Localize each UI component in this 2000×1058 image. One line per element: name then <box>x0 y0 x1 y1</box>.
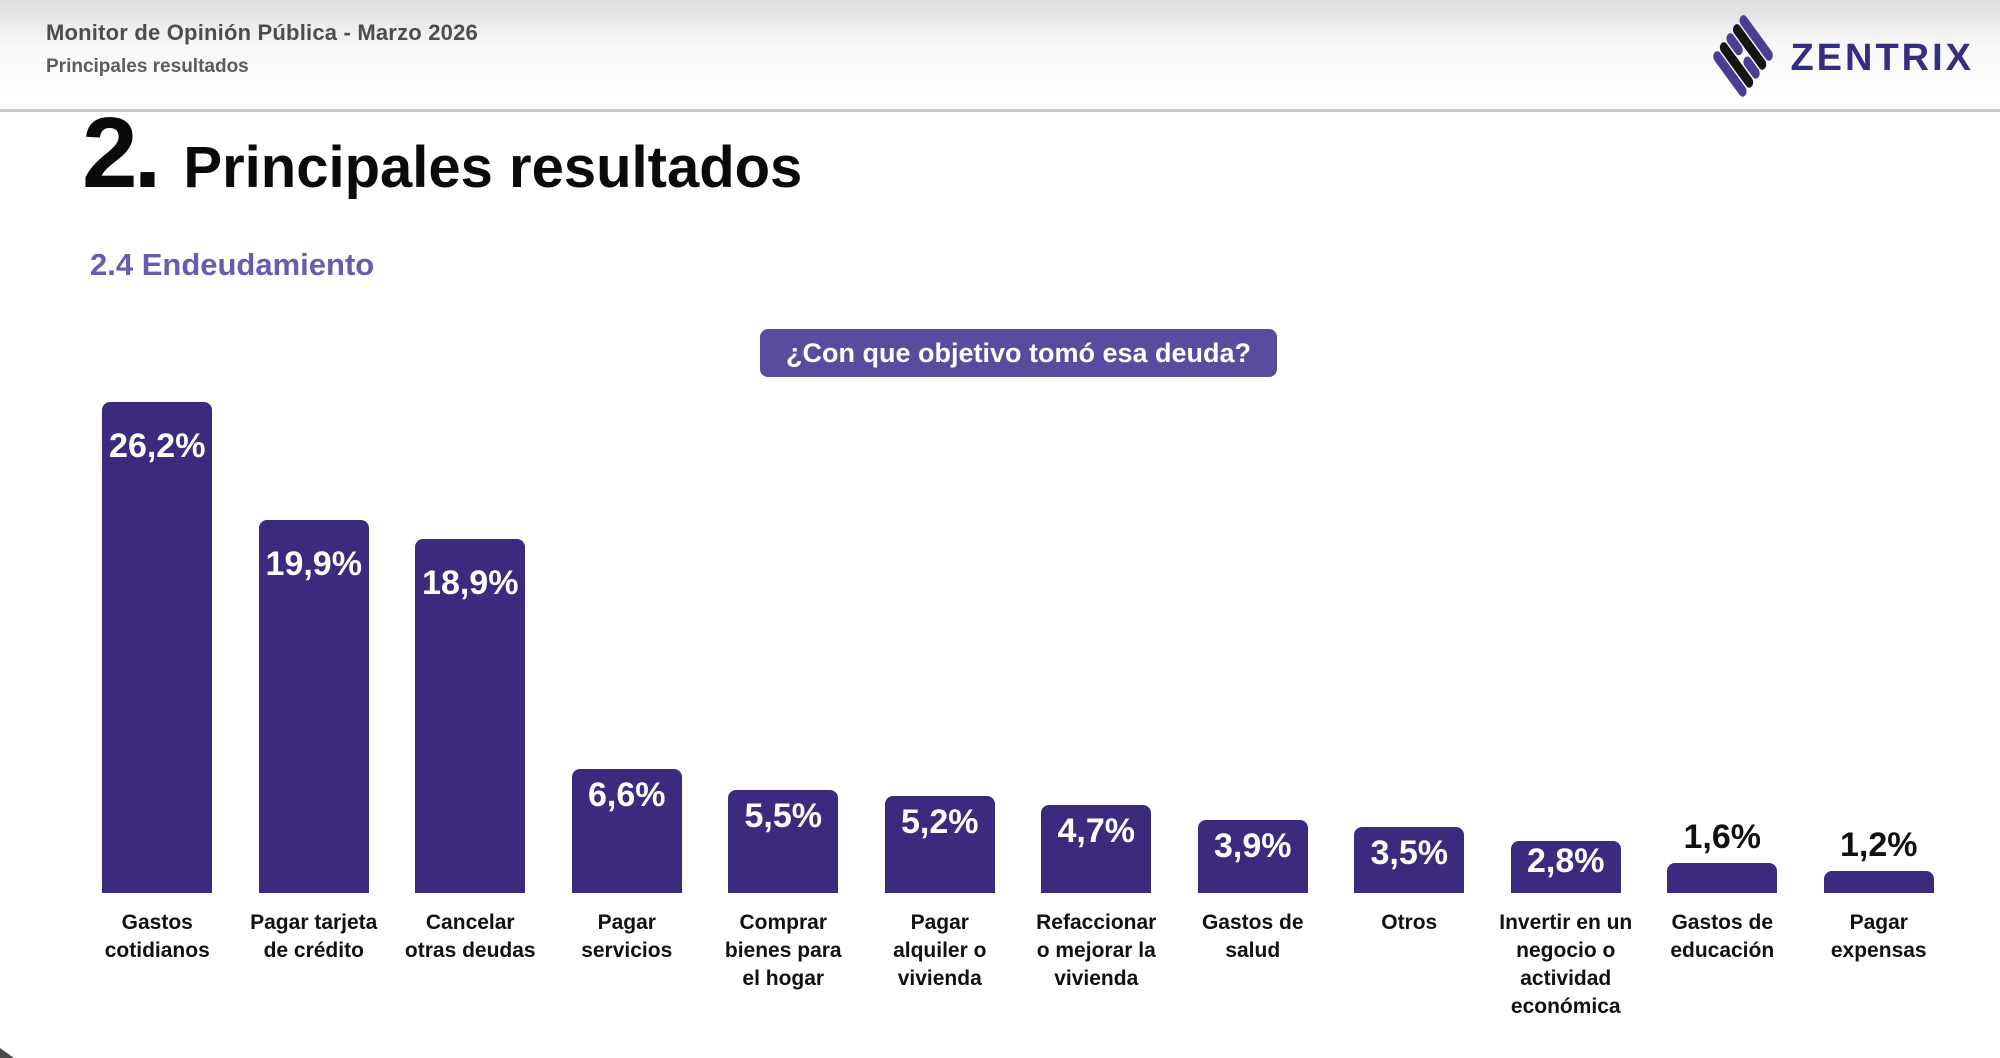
bar-column: 1,2% Pagar expensas <box>1801 402 1958 1021</box>
category-label: Pagar servicios <box>581 911 673 962</box>
zentrix-logo-text: ZENTRIX <box>1790 36 1974 79</box>
bar-column: 26,2% Gastos cotidianos <box>79 402 236 1021</box>
value-label: 5,2% <box>901 803 979 841</box>
category-label: Otros <box>1381 911 1438 934</box>
bar-column: 19,9% Pagar tarjeta de crédito <box>236 402 393 1021</box>
bar-area: 26,2% <box>79 402 236 893</box>
bar: 2,8% <box>1510 841 1621 893</box>
category-label: Cancelar otras deudas <box>404 911 536 962</box>
corner-artifact <box>0 1048 14 1058</box>
zentrix-logo: ZENTRIX <box>1708 6 1974 106</box>
bar-chart: 26,2% Gastos cotidianos 19,9% Pagar tarjeta… <box>79 402 1957 1021</box>
value-label: 1,6% <box>1683 818 1762 856</box>
bar-area: 5,5% <box>705 402 862 893</box>
bar: 26,2% <box>102 402 213 893</box>
category-label: Gastos de salud <box>1201 911 1304 962</box>
bar-area: 5,2% <box>862 402 1019 893</box>
section-title: 2. Principales resultados <box>82 96 802 211</box>
bar: 19,9% <box>258 520 369 893</box>
report-title: Monitor de Opinión Pública - Marzo 2026 <box>46 20 478 45</box>
bar: 18,9% <box>415 539 526 893</box>
value-label: 1,2% <box>1840 826 1918 864</box>
value-label: 5,5% <box>744 797 823 835</box>
bar-column: 6,6% Pagar servicios <box>549 402 706 1021</box>
bar-area: 1,2% <box>1801 402 1958 893</box>
category-label: Refaccionar o mejorar la vivienda <box>1036 911 1157 990</box>
bar-area: 19,9% <box>236 402 393 893</box>
bar-column: 4,7% Refaccionar o mejorar la vivienda <box>1018 402 1175 1021</box>
value-label: 3,9% <box>1214 827 1292 865</box>
bar-area: 18,9% <box>392 402 549 893</box>
category-label: Invertir en un negocio o actividad econó… <box>1499 911 1633 1018</box>
bar-area: 3,5% <box>1331 402 1488 893</box>
bar: 6,6% <box>571 769 682 893</box>
bar: 5,5% <box>728 790 839 893</box>
bar-column: 3,9% Gastos de salud <box>1175 402 1332 1021</box>
bar-area: 6,6% <box>549 402 706 893</box>
bar-column: 5,2% Pagar alquiler o vivienda <box>862 402 1019 1021</box>
report-header: Monitor de Opinión Pública - Marzo 2026 … <box>0 0 2000 112</box>
category-label: Pagar alquiler o vivienda <box>893 911 987 990</box>
bar-area: 4,7% <box>1018 402 1175 893</box>
value-label: 6,6% <box>588 776 666 814</box>
bar-area: 3,9% <box>1175 402 1332 893</box>
section-subtitle: 2.4 Endeudamiento <box>90 247 375 282</box>
category-label: Comprar bienes para el hogar <box>724 911 842 990</box>
question-badge: ¿Con que objetivo tomó esa deuda? <box>760 329 1278 377</box>
bar <box>1823 871 1934 893</box>
category-label: Gastos cotidianos <box>104 911 210 962</box>
value-label: 3,5% <box>1370 834 1449 872</box>
bar-area: 2,8% <box>1488 402 1645 893</box>
bar-column: 2,8% Invertir en un negocio o actividad e… <box>1488 402 1645 1021</box>
value-label: 19,9% <box>265 545 362 583</box>
value-label: 18,9% <box>422 564 519 602</box>
report-subtitle: Principales resultados <box>46 56 249 77</box>
category-label: Pagar expensas <box>1830 911 1927 962</box>
section-title-text: Principales resultados <box>183 135 803 200</box>
bar: 5,2% <box>884 796 995 893</box>
value-label: 4,7% <box>1057 812 1136 850</box>
category-label: Pagar tarjeta de crédito <box>250 911 378 962</box>
value-label: 26,2% <box>109 427 206 465</box>
bar: 4,7% <box>1041 805 1152 893</box>
category-label: Gastos de educación <box>1670 911 1775 962</box>
zentrix-logo-icon <box>1713 15 1774 97</box>
bar <box>1667 863 1778 893</box>
bar-column: 5,5% Comprar bienes para el hogar <box>705 402 862 1021</box>
bar-column: 1,6% Gastos de educación <box>1644 402 1801 1021</box>
bar-column: 18,9% Cancelar otras deudas <box>392 402 549 1021</box>
header-text-block: Monitor de Opinión Pública - Marzo 2026 … <box>46 20 478 78</box>
bar-area: 1,6% <box>1644 402 1801 893</box>
bar: 3,9% <box>1197 820 1308 893</box>
bar: 3,5% <box>1354 827 1465 893</box>
section-number: 2. <box>82 97 161 209</box>
bar-column: 3,5% Otros <box>1331 402 1488 1021</box>
value-label: 2,8% <box>1527 842 1605 880</box>
